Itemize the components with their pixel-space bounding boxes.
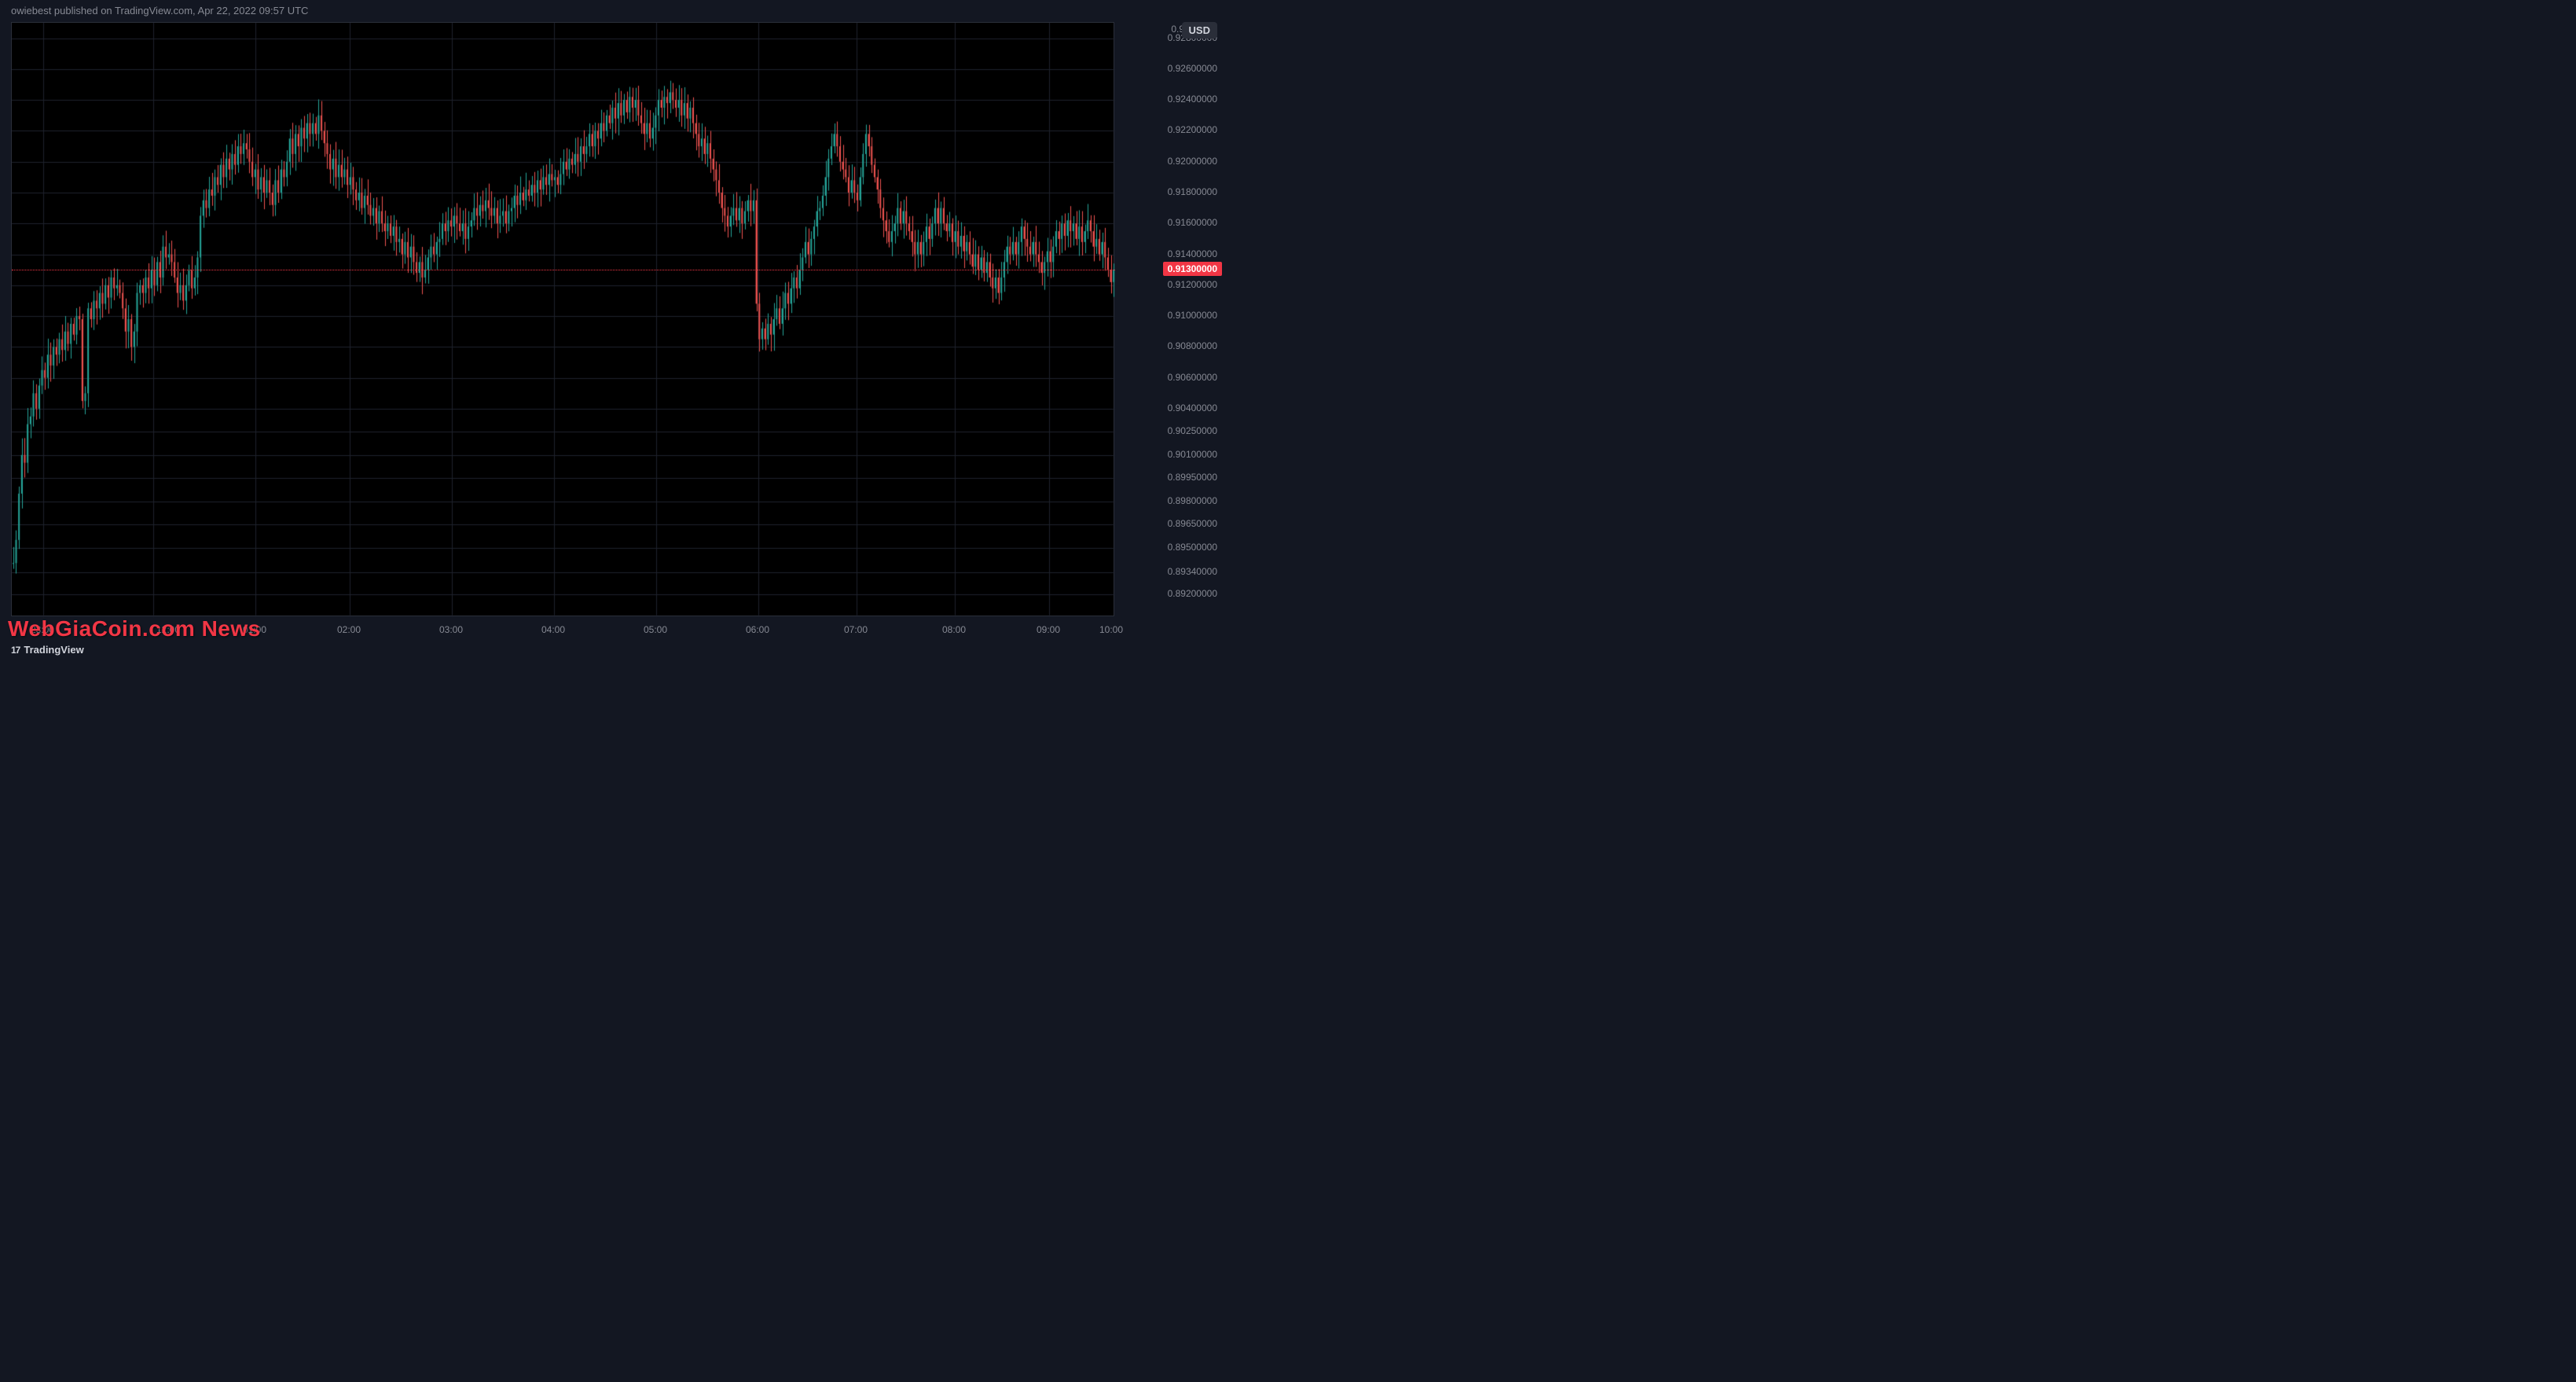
chart-plot-area[interactable] [11,22,1114,616]
y-tick-label: 0.89200000 [1168,588,1217,599]
y-tick-label: 0.89340000 [1168,566,1217,577]
watermark-text: WebGiaCoin.com News [8,616,261,641]
publish-header: owiebest published on TradingView.com, A… [11,5,308,17]
candle-layer [12,23,1115,617]
x-tick-label: 05:00 [644,624,667,635]
tradingview-brand: TradingView [24,644,83,656]
y-tick-label: 0.89650000 [1168,518,1217,529]
x-tick-label: 08:00 [942,624,966,635]
y-tick-label: 0.92200000 [1168,124,1217,135]
tradingview-logo-icon: 17 [11,645,20,656]
y-tick-label: 0.89950000 [1168,472,1217,483]
y-tick-label: 0.91800000 [1168,186,1217,197]
x-tick-label: 02:00 [337,624,361,635]
tradingview-footer[interactable]: 17 TradingView [11,644,84,656]
current-price-marker: 0.91300000 [1163,262,1222,276]
y-tick-label: 0.90250000 [1168,425,1217,436]
x-tick-label: 06:00 [746,624,769,635]
y-tick-label: 0.91400000 [1168,248,1217,259]
y-tick-label: 0.91000000 [1168,310,1217,321]
chart-container: owiebest published on TradingView.com, A… [0,0,1228,659]
x-tick-label: 09:00 [1037,624,1060,635]
y-tick-label: 0.90400000 [1168,402,1217,413]
y-tick-label: 0.92000000 [1168,156,1217,167]
y-tick-label: 0.90600000 [1168,372,1217,383]
y-tick-label: 0.91200000 [1168,279,1217,290]
y-tick-label: 0.90800000 [1168,340,1217,351]
currency-badge[interactable]: USD [1182,22,1217,39]
x-tick-label: 07:00 [844,624,868,635]
x-tick-label: 04:00 [541,624,565,635]
y-tick-label: 0.91600000 [1168,217,1217,228]
x-tick-label: 10:00 [1099,624,1123,635]
y-tick-label: 0.89500000 [1168,542,1217,553]
y-axis: 0.928000000.926000000.924000000.92200000… [1118,22,1228,616]
x-tick-label: 03:00 [439,624,463,635]
y-tick-label: 0.90100000 [1168,449,1217,460]
y-tick-label: 0.89800000 [1168,495,1217,506]
y-tick-label: 0.92400000 [1168,94,1217,105]
y-tick-label: 0.92600000 [1168,63,1217,74]
